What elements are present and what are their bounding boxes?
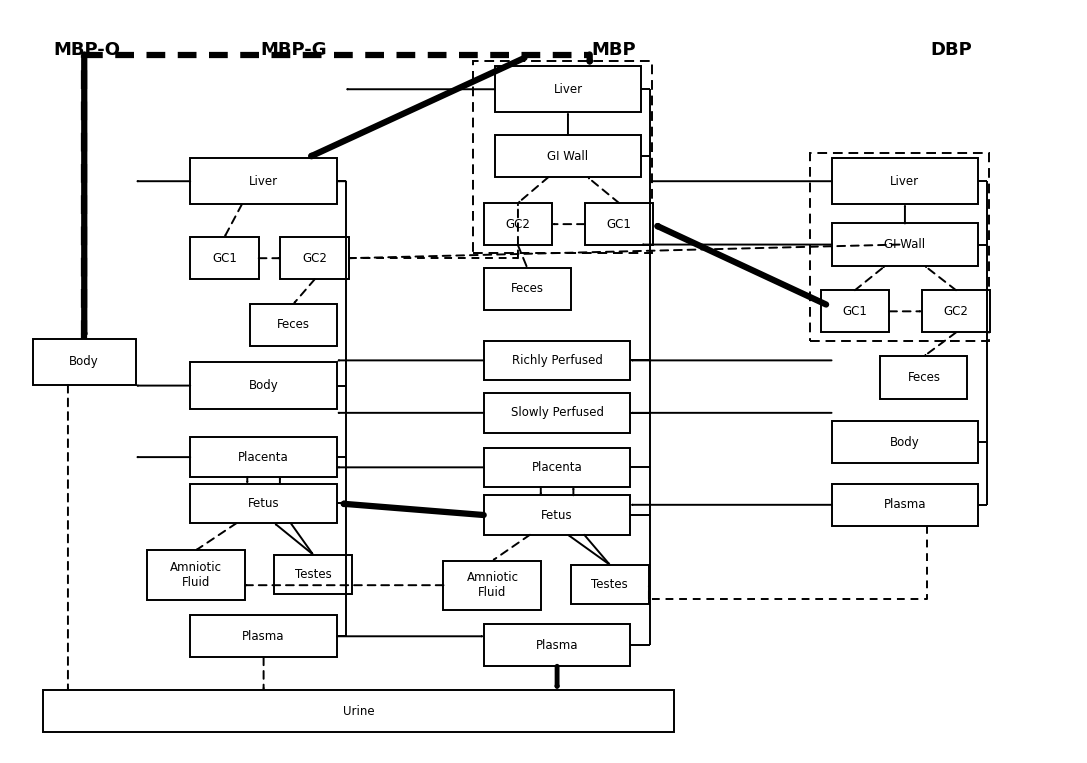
FancyBboxPatch shape (484, 203, 552, 245)
FancyBboxPatch shape (585, 203, 653, 245)
FancyBboxPatch shape (832, 224, 978, 266)
FancyBboxPatch shape (33, 339, 136, 385)
Text: Feces: Feces (511, 282, 544, 295)
Text: Plasma: Plasma (884, 498, 926, 511)
Text: Urine: Urine (342, 705, 375, 718)
Text: Richly Perfused: Richly Perfused (512, 354, 602, 367)
Text: MBP-O: MBP-O (53, 41, 121, 59)
Text: Body: Body (890, 436, 920, 449)
Text: GI Wall: GI Wall (548, 150, 588, 163)
Text: GC2: GC2 (302, 252, 327, 265)
FancyBboxPatch shape (832, 158, 978, 204)
FancyBboxPatch shape (484, 624, 630, 666)
Text: Body: Body (70, 356, 99, 369)
FancyBboxPatch shape (43, 690, 674, 732)
Text: Feces: Feces (908, 371, 940, 384)
Text: GC2: GC2 (944, 305, 969, 318)
Text: Testes: Testes (591, 578, 628, 591)
FancyBboxPatch shape (190, 362, 337, 409)
FancyBboxPatch shape (484, 268, 571, 310)
Text: GC1: GC1 (842, 305, 867, 318)
FancyBboxPatch shape (922, 290, 990, 333)
Text: Fetus: Fetus (248, 497, 279, 510)
FancyBboxPatch shape (190, 437, 337, 477)
FancyBboxPatch shape (484, 393, 630, 433)
FancyBboxPatch shape (495, 66, 641, 112)
FancyBboxPatch shape (571, 565, 649, 604)
Text: Amniotic
Fluid: Amniotic Fluid (466, 571, 518, 599)
FancyBboxPatch shape (832, 421, 978, 463)
FancyBboxPatch shape (190, 615, 337, 658)
Text: Liver: Liver (890, 175, 920, 188)
Text: Fetus: Fetus (541, 508, 573, 522)
FancyBboxPatch shape (484, 495, 630, 535)
FancyBboxPatch shape (190, 237, 259, 279)
Text: Plasma: Plasma (242, 629, 285, 642)
FancyBboxPatch shape (495, 135, 641, 177)
Text: DBP: DBP (930, 41, 972, 59)
FancyBboxPatch shape (274, 555, 352, 594)
Text: GI Wall: GI Wall (885, 238, 925, 251)
Text: Plasma: Plasma (536, 639, 578, 652)
Text: Liver: Liver (553, 82, 583, 95)
Text: MBP: MBP (591, 41, 637, 59)
FancyBboxPatch shape (484, 340, 630, 380)
Text: GC2: GC2 (505, 217, 530, 230)
FancyBboxPatch shape (821, 290, 889, 333)
FancyBboxPatch shape (443, 561, 541, 610)
Text: GC1: GC1 (607, 217, 632, 230)
Text: Amniotic
Fluid: Amniotic Fluid (170, 561, 222, 589)
Text: MBP-G: MBP-G (260, 41, 327, 59)
FancyBboxPatch shape (832, 484, 978, 526)
Text: Liver: Liver (249, 175, 278, 188)
Text: Testes: Testes (295, 568, 332, 581)
Text: Placenta: Placenta (532, 461, 583, 474)
FancyBboxPatch shape (250, 304, 337, 346)
FancyBboxPatch shape (880, 356, 967, 398)
Text: Feces: Feces (277, 318, 310, 331)
FancyBboxPatch shape (280, 237, 349, 279)
Text: GC1: GC1 (212, 252, 237, 265)
Text: Body: Body (249, 379, 278, 392)
Text: Slowly Perfused: Slowly Perfused (511, 407, 603, 420)
Text: Placenta: Placenta (238, 451, 289, 464)
FancyBboxPatch shape (484, 448, 630, 487)
FancyBboxPatch shape (147, 550, 245, 600)
FancyBboxPatch shape (190, 484, 337, 523)
FancyBboxPatch shape (190, 158, 337, 204)
